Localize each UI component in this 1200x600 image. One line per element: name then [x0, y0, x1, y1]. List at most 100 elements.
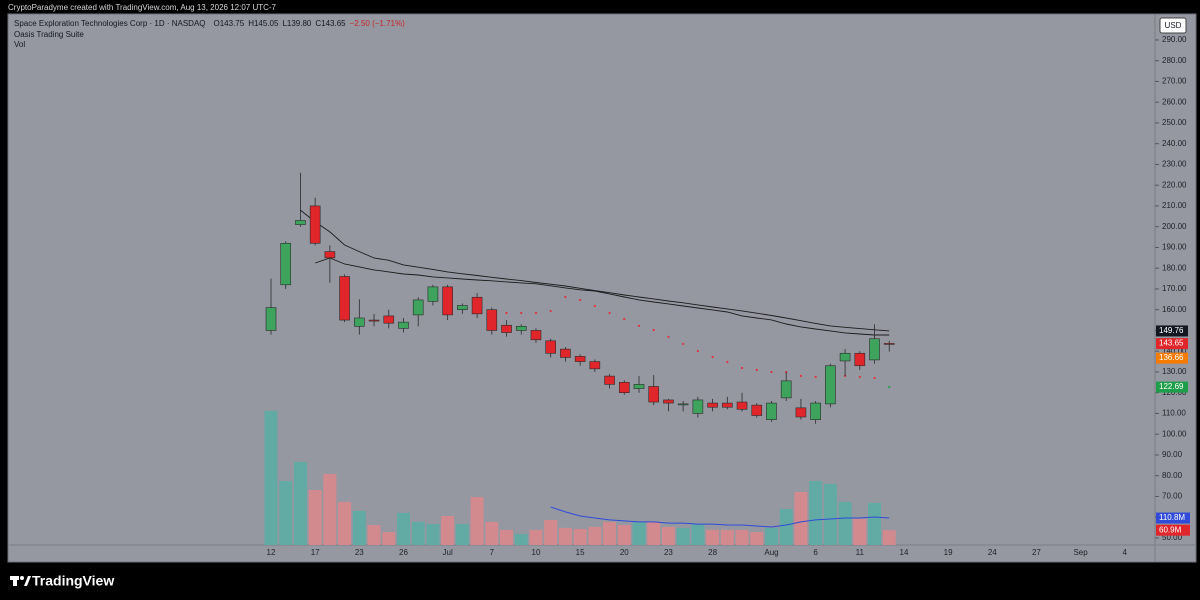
x-tick-label: 23 [664, 548, 673, 557]
chart-area [7, 13, 1197, 563]
price-label: 149.76 [1159, 326, 1184, 335]
candle-body [839, 352, 851, 362]
candle-body [280, 242, 292, 286]
y-tick-label: 130.00 [1162, 367, 1187, 376]
indicator-name: Vol [14, 40, 25, 49]
x-tick-label: 12 [267, 548, 276, 557]
currency-button[interactable] [1159, 17, 1187, 34]
y-tick-label: 190.00 [1162, 243, 1187, 252]
volume-bar [691, 524, 705, 545]
x-tick-label: 14 [900, 548, 909, 557]
volume-bar [455, 524, 469, 545]
candle-body [354, 317, 365, 327]
volume-bar [588, 526, 602, 545]
volume-bar [293, 462, 307, 545]
ohlc-text: C143.65 [315, 19, 346, 28]
candle-body [324, 251, 336, 259]
volume-ma-line [550, 506, 890, 528]
volume-bar [647, 521, 661, 545]
stop-dot [888, 386, 891, 389]
indicator-name: Oasis Trading Suite [14, 30, 84, 39]
candle-body [457, 305, 468, 310]
candle-body [368, 319, 380, 322]
candle-body [412, 299, 424, 316]
volume-pane [264, 410, 896, 545]
volume-bar [750, 532, 764, 545]
volume-bar [352, 510, 366, 545]
logo-shape [20, 576, 24, 580]
ohlc-text: −2.50 (−1.71%) [350, 19, 405, 28]
volume-bar [500, 529, 514, 545]
volume-bar [544, 519, 558, 545]
stop-dot [873, 376, 876, 380]
candle-body [265, 307, 277, 331]
candle-body [883, 343, 895, 345]
candle-body [515, 325, 527, 331]
currency[interactable]: USD [1165, 21, 1182, 30]
y-tick-label: 230.00 [1162, 160, 1187, 169]
stop-dot [637, 324, 641, 327]
stop-dot [593, 304, 596, 308]
x-tick-label: 17 [311, 548, 320, 557]
candle-body [295, 220, 306, 225]
stop-dot [608, 311, 611, 315]
y-tick-label: 280.00 [1162, 56, 1187, 65]
candle-body [736, 401, 748, 410]
candle-body [633, 384, 645, 389]
stop-dot [696, 349, 699, 353]
y-tick-label: 50.00 [1162, 533, 1183, 542]
volume-bar [764, 527, 778, 545]
x-tick-label: 20 [620, 548, 629, 557]
candle-body [530, 330, 542, 341]
y-tick-label: 260.00 [1162, 97, 1187, 106]
stop-dot [520, 311, 523, 315]
price-label-box [1156, 325, 1188, 337]
symbol-title: Space Exploration Technologies Corp · 1D… [14, 19, 206, 28]
price-label-box [1156, 352, 1188, 364]
volume-bar [264, 410, 278, 545]
volume-bar [720, 529, 734, 545]
x-tick-label: 28 [708, 548, 717, 557]
stop-dot [623, 317, 626, 321]
stop-dot [755, 368, 758, 371]
ohlc-text: O143.75 [214, 19, 245, 28]
volume-bar [735, 529, 749, 545]
candle-body [648, 386, 660, 403]
y-tick-label: 270.00 [1162, 77, 1187, 86]
volume-bar [426, 524, 440, 545]
volume-bar [706, 529, 720, 545]
x-tick-label: Aug [764, 548, 778, 557]
volume-bar [470, 497, 484, 545]
candle-body [501, 324, 512, 333]
y-tick-label: 290.00 [1162, 35, 1187, 44]
y-tick-label: 70.00 [1162, 492, 1183, 501]
candle-body [560, 348, 571, 358]
volume-bar [882, 530, 896, 545]
volume-bar [823, 483, 837, 545]
stop-dot [549, 309, 552, 313]
volume-label-box [1156, 524, 1190, 536]
candle-body [854, 352, 866, 367]
candle-body [398, 321, 409, 329]
price-label-box [1156, 338, 1188, 350]
y-tick-label: 160.00 [1162, 305, 1187, 314]
stop-dot [667, 335, 670, 338]
candle-body [751, 404, 763, 416]
stop-dot [534, 311, 538, 315]
candle-body [795, 407, 807, 418]
volume-bar [338, 501, 352, 545]
y-tick-label: 250.00 [1162, 118, 1187, 127]
x-tick-label: 6 [813, 548, 818, 557]
ohlc-text: L139.80 [282, 19, 311, 28]
candle-body [810, 402, 821, 420]
candle-body [722, 402, 733, 408]
stop-dot [579, 298, 582, 302]
stop-dot [682, 342, 685, 346]
stop-dot [770, 370, 773, 374]
candle-body [471, 296, 483, 315]
volume-bar [382, 532, 396, 545]
candle-body [383, 315, 395, 324]
candle-body [589, 361, 601, 370]
